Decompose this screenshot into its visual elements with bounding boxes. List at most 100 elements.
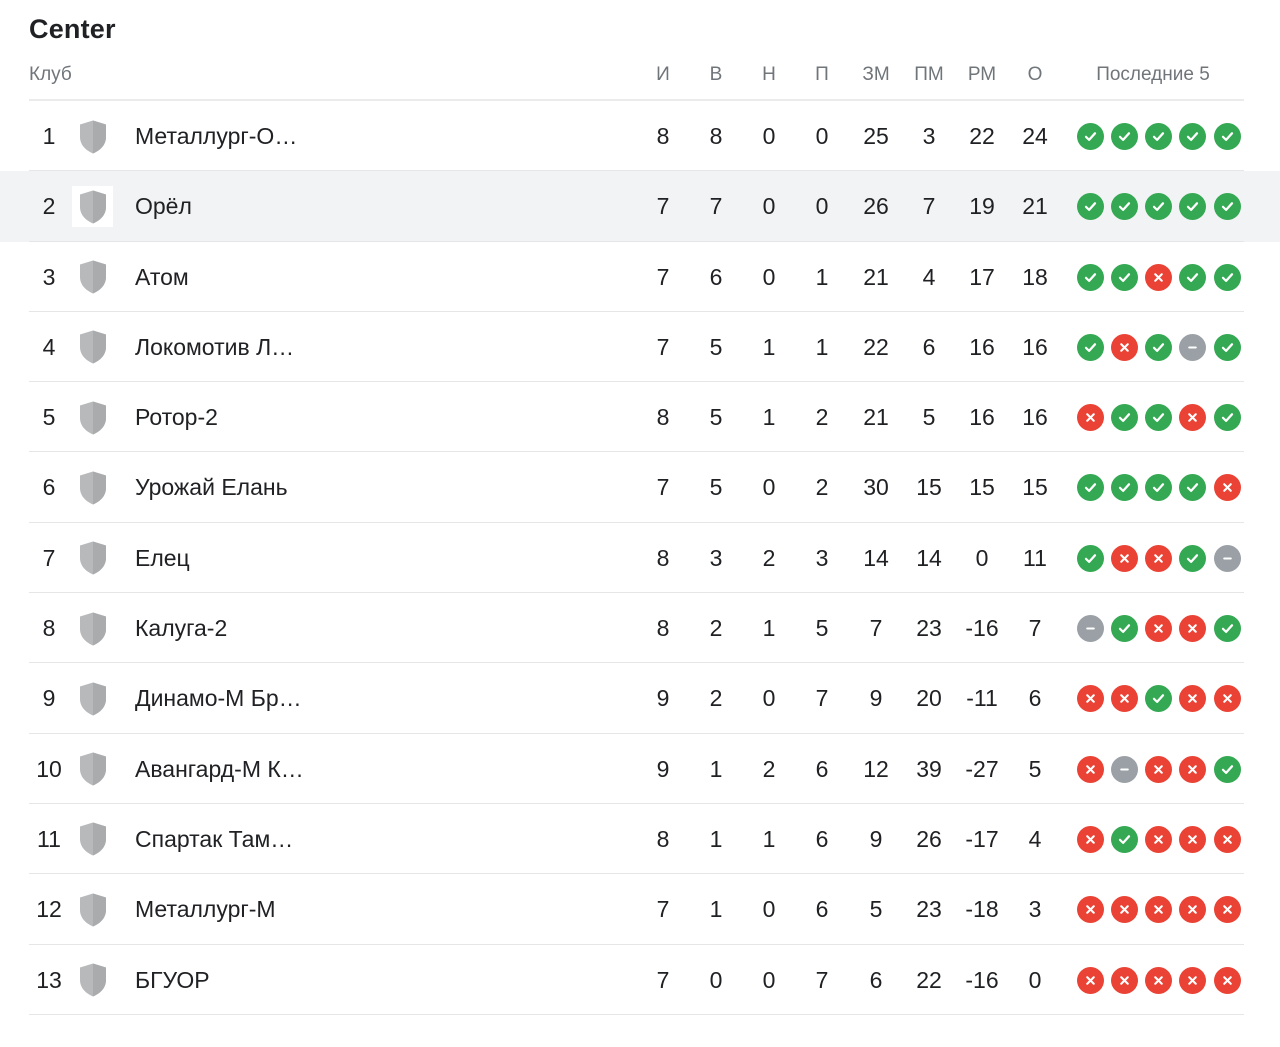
table-row[interactable]: 6 Урожай Елань 7 5 0 2 30 15 15 15 — [0, 452, 1280, 523]
table-row[interactable]: 13 БГУОР 7 0 0 7 6 22 -16 0 — [0, 945, 1280, 1015]
result-loss-badge — [1144, 755, 1172, 783]
cell-drawn: 0 — [762, 123, 776, 149]
result-loss-badge — [1213, 825, 1241, 853]
table-row[interactable]: 10 Авангард-М К… 9 1 2 6 12 39 -27 5 — [0, 734, 1280, 804]
row-divider — [29, 592, 1244, 594]
cell-drawn: 0 — [762, 685, 776, 712]
table-row[interactable]: 5 Ротор-2 8 5 1 2 21 5 16 16 — [0, 382, 1280, 453]
column-header-drawn: Н — [762, 64, 776, 85]
cell-goals-for: 5 — [869, 896, 883, 923]
cross-icon — [1152, 974, 1165, 987]
column-header-goals-against: ПМ — [914, 64, 944, 85]
cross-icon — [1084, 763, 1097, 776]
cell-won: 5 — [709, 474, 723, 501]
result-loss-badge — [1178, 896, 1206, 924]
check-icon — [1220, 129, 1235, 144]
result-win-badge — [1178, 193, 1206, 221]
result-win-badge — [1110, 615, 1138, 643]
shield-icon — [79, 260, 106, 294]
club-crest — [72, 608, 113, 649]
cell-won: 5 — [709, 333, 723, 360]
cell-lost: 6 — [815, 896, 829, 923]
cross-icon — [1084, 411, 1097, 424]
club-crest — [72, 538, 113, 579]
cell-goals-for: 6 — [869, 966, 883, 993]
cell-lost: 2 — [815, 404, 829, 431]
check-icon — [1117, 410, 1132, 425]
result-draw-badge — [1110, 755, 1138, 783]
cell-drawn: 1 — [762, 615, 776, 642]
cell-played: 7 — [656, 333, 670, 360]
cell-goal-difference: 0 — [975, 544, 989, 571]
table-row[interactable]: 9 Динамо-М Бр… 9 2 0 7 9 20 -11 6 — [0, 663, 1280, 734]
table-row[interactable]: 11 Спартак Там… 8 1 1 6 9 26 -17 4 — [0, 804, 1280, 875]
result-loss-badge — [1110, 685, 1138, 713]
row-divider — [29, 381, 1244, 383]
table-row[interactable]: 2 Орёл 7 7 0 0 26 7 19 21 — [0, 171, 1280, 242]
result-loss-badge — [1076, 755, 1104, 783]
cell-goals-for: 7 — [869, 615, 883, 642]
check-icon — [1185, 129, 1200, 144]
cell-goal-difference: 15 — [969, 474, 995, 501]
check-icon — [1151, 129, 1166, 144]
cell-position: 13 — [36, 966, 62, 993]
cross-icon — [1152, 271, 1165, 284]
cross-icon — [1186, 833, 1199, 846]
table-row[interactable]: 3 Атом 7 6 0 1 21 4 17 18 — [0, 242, 1280, 312]
check-icon — [1220, 199, 1235, 214]
result-draw-badge — [1076, 615, 1104, 643]
result-win-badge — [1144, 333, 1172, 361]
row-divider — [29, 240, 1244, 242]
cell-goals-for: 21 — [863, 263, 889, 290]
cell-drawn: 0 — [762, 193, 776, 220]
result-win-badge — [1110, 404, 1138, 432]
cell-club-name: Ротор-2 — [135, 404, 218, 431]
cell-goals-against: 14 — [916, 544, 942, 571]
cell-position: 2 — [42, 193, 56, 220]
cross-icon — [1084, 692, 1097, 705]
cell-won: 1 — [709, 755, 723, 782]
cell-played: 7 — [656, 263, 670, 290]
result-loss-badge — [1110, 544, 1138, 572]
table-row[interactable]: 1 Металлург-О… 8 8 0 0 25 3 22 24 — [0, 101, 1280, 172]
cross-icon — [1084, 974, 1097, 987]
cell-goals-for: 26 — [863, 193, 889, 220]
table-row[interactable]: 7 Елец 8 3 2 3 14 14 0 11 — [0, 523, 1280, 594]
cell-lost: 7 — [815, 966, 829, 993]
standings-table-body: 1 Металлург-О… 8 8 0 0 25 3 22 24 2 Орёл 7 7 0 0 26 7 19… — [0, 101, 1280, 1015]
table-row[interactable]: 4 Локомотив Л… 7 5 1 1 22 6 16 16 — [0, 312, 1280, 383]
cross-icon — [1221, 903, 1234, 916]
result-win-badge — [1178, 123, 1206, 150]
cell-lost: 2 — [815, 474, 829, 501]
result-loss-badge — [1178, 685, 1206, 713]
cell-goals-against: 4 — [922, 263, 936, 290]
cell-points: 11 — [1023, 544, 1047, 571]
cell-won: 1 — [709, 896, 723, 923]
cross-icon — [1221, 833, 1234, 846]
cell-club-name: Атом — [135, 263, 189, 290]
cell-lost: 3 — [815, 544, 829, 571]
cross-icon — [1118, 974, 1131, 987]
cell-goals-against: 23 — [916, 615, 942, 642]
cell-position: 5 — [42, 404, 56, 431]
row-divider — [29, 170, 1244, 172]
row-divider — [29, 873, 1244, 875]
result-win-badge — [1144, 685, 1172, 713]
cell-won: 3 — [709, 544, 723, 571]
cell-played: 8 — [656, 544, 670, 571]
cell-goals-for: 25 — [863, 123, 889, 149]
cell-points: 3 — [1028, 896, 1042, 923]
cell-drawn: 0 — [762, 263, 776, 290]
cell-played: 9 — [656, 755, 670, 782]
cell-points: 6 — [1028, 685, 1042, 712]
column-header-played: И — [656, 64, 670, 85]
check-icon — [1117, 621, 1132, 636]
check-icon — [1185, 480, 1200, 495]
table-row[interactable]: 8 Калуга-2 8 2 1 5 7 23 -16 7 — [0, 593, 1280, 664]
cell-club-name: Локомотив Л… — [135, 333, 295, 360]
table-row[interactable]: 12 Металлург-М 7 1 0 6 5 23 -18 3 — [0, 874, 1280, 945]
column-header-won: В — [709, 64, 723, 85]
cross-icon — [1118, 903, 1131, 916]
check-icon — [1220, 270, 1235, 285]
check-icon — [1151, 340, 1166, 355]
